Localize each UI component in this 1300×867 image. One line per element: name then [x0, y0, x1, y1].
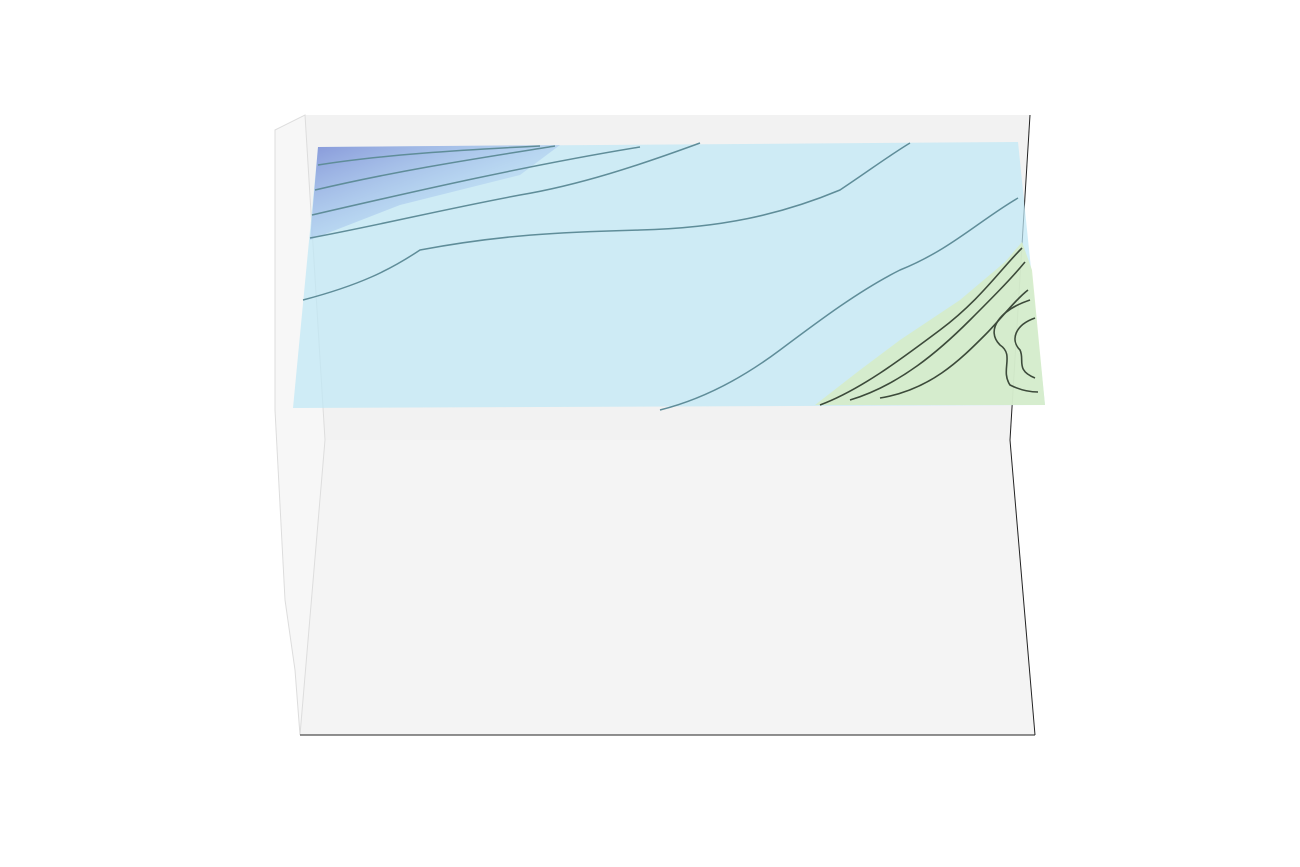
contour	[659, 197, 1019, 411]
surface-plane	[293, 142, 1045, 408]
contour	[314, 145, 556, 191]
shallow-contours	[819, 247, 1039, 406]
deep-region	[310, 145, 560, 240]
shallow-region	[815, 242, 1045, 405]
contour	[317, 145, 541, 166]
contours	[302, 142, 1019, 411]
contour	[309, 142, 701, 239]
contour	[1014, 317, 1036, 379]
contour	[879, 289, 1029, 399]
bathymetry-surface	[293, 142, 1045, 411]
y-axis-line	[1009, 439, 1036, 736]
contour	[993, 299, 1039, 393]
contour	[302, 142, 911, 301]
contour	[819, 247, 1023, 406]
floor-pane	[300, 440, 1035, 735]
contour	[311, 146, 641, 216]
contour	[849, 261, 1026, 401]
